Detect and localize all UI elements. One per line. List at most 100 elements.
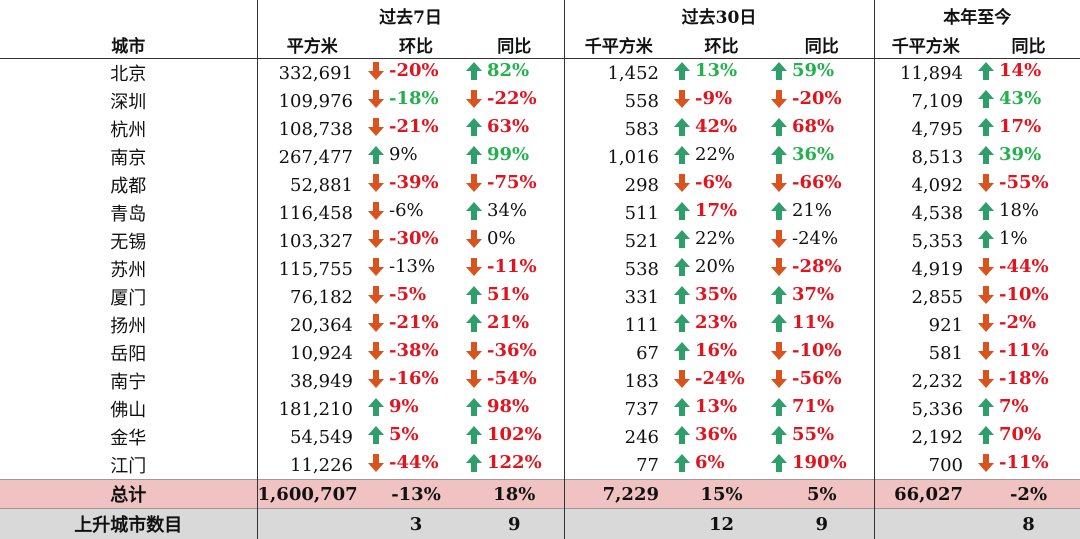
- arrow-down-icon: [367, 313, 385, 333]
- ytd-yoy: 7%: [977, 395, 1080, 423]
- change-value: -66%: [792, 172, 842, 193]
- change-value: -11%: [487, 256, 537, 277]
- p7-yoy: 122%: [465, 451, 564, 480]
- city-name: 江门: [0, 451, 257, 480]
- p30-area: 67: [564, 339, 673, 367]
- change-value: -20%: [792, 88, 842, 109]
- total-row: 总计 1,600,707 -13% 18% 7,229 15% 5% 66,02…: [0, 480, 1080, 509]
- ytd-area: 5,336: [874, 395, 977, 423]
- arrow-down-icon: [367, 89, 385, 109]
- change-value: -10%: [792, 340, 842, 361]
- arrow-up-icon: [465, 61, 483, 81]
- p7-area: 267,477: [257, 143, 367, 171]
- arrow-up-icon: [367, 397, 385, 417]
- change-value: 55%: [792, 424, 840, 445]
- p30-mom: 23%: [673, 311, 770, 339]
- arrow-down-icon: [367, 257, 385, 277]
- change-value: 17%: [695, 200, 743, 221]
- total-p7-yoy: 18%: [465, 480, 564, 509]
- arrow-down-icon: [465, 369, 483, 389]
- change-value: 71%: [792, 396, 840, 417]
- ytd-area: 700: [874, 451, 977, 480]
- p30-mom: 20%: [673, 255, 770, 283]
- change-value: 11%: [792, 312, 840, 333]
- ytd-area: 4,538: [874, 199, 977, 227]
- p7-mom: -30%: [367, 227, 465, 255]
- change-value: 13%: [695, 396, 743, 417]
- arrow-down-icon: [770, 369, 788, 389]
- p7-area: 109,976: [257, 87, 367, 115]
- city-name: 南宁: [0, 367, 257, 395]
- p30-yoy: -28%: [770, 255, 874, 283]
- p7-area: 116,458: [257, 199, 367, 227]
- arrow-up-icon: [465, 425, 483, 445]
- city-name: 北京: [0, 59, 257, 88]
- change-value: 5%: [389, 424, 437, 445]
- change-value: 22%: [695, 228, 743, 249]
- p7-yoy: 0%: [465, 227, 564, 255]
- change-value: 36%: [695, 424, 743, 445]
- arrow-down-icon: [770, 257, 788, 277]
- total-ytd-yoy: -2%: [977, 480, 1080, 509]
- change-value: 7%: [999, 396, 1047, 417]
- total-p30-area: 7,229: [564, 480, 673, 509]
- p30-yoy: 55%: [770, 423, 874, 451]
- p30-yoy: 11%: [770, 311, 874, 339]
- change-value: -56%: [792, 368, 842, 389]
- arrow-down-icon: [465, 257, 483, 277]
- change-value: -13%: [389, 256, 437, 277]
- arrow-up-icon: [770, 425, 788, 445]
- p7-area: 103,327: [257, 227, 367, 255]
- p7-area: 54,549: [257, 423, 367, 451]
- p30-yoy: -66%: [770, 171, 874, 199]
- city-name: 成都: [0, 171, 257, 199]
- change-value: -30%: [389, 228, 439, 249]
- arrow-up-icon: [977, 117, 995, 137]
- arrow-up-icon: [770, 145, 788, 165]
- rising-p7-mom: 3: [367, 509, 465, 539]
- p30-mom: 36%: [673, 423, 770, 451]
- arrow-up-icon: [770, 313, 788, 333]
- p7-yoy: -75%: [465, 171, 564, 199]
- change-value: 82%: [487, 60, 535, 81]
- arrow-down-icon: [977, 453, 995, 473]
- change-value: -2%: [999, 312, 1047, 333]
- p7-yoy: 21%: [465, 311, 564, 339]
- change-value: -36%: [487, 340, 537, 361]
- p7-mom: -13%: [367, 255, 465, 283]
- p30-yoy: -24%: [770, 227, 874, 255]
- ytd-area: 581: [874, 339, 977, 367]
- arrow-up-icon: [770, 61, 788, 81]
- p30-mom: 42%: [673, 115, 770, 143]
- change-value: 122%: [487, 452, 542, 473]
- arrow-up-icon: [977, 425, 995, 445]
- p30-yoy: 21%: [770, 199, 874, 227]
- change-value: 59%: [792, 60, 840, 81]
- ytd-area: 4,092: [874, 171, 977, 199]
- p7-mom: -21%: [367, 311, 465, 339]
- change-value: -9%: [695, 88, 743, 109]
- change-value: 63%: [487, 116, 535, 137]
- p7-area: 108,738: [257, 115, 367, 143]
- p30-area: 77: [564, 451, 673, 480]
- p30-area: 511: [564, 199, 673, 227]
- p30-mom: 13%: [673, 395, 770, 423]
- arrow-up-icon: [673, 145, 691, 165]
- p30-mom: -9%: [673, 87, 770, 115]
- ytd-yoy: -2%: [977, 311, 1080, 339]
- change-value: -24%: [695, 368, 745, 389]
- p7-mom: 9%: [367, 395, 465, 423]
- p30-yoy: -10%: [770, 339, 874, 367]
- col-header-p7-area: 平方米: [257, 30, 367, 59]
- city-name: 岳阳: [0, 339, 257, 367]
- p7-yoy: 34%: [465, 199, 564, 227]
- arrow-up-icon: [977, 201, 995, 221]
- arrow-up-icon: [770, 201, 788, 221]
- arrow-up-icon: [367, 145, 385, 165]
- arrow-down-icon: [367, 285, 385, 305]
- col-header-ytd-yoy: 同比: [977, 30, 1080, 59]
- p30-mom: 22%: [673, 143, 770, 171]
